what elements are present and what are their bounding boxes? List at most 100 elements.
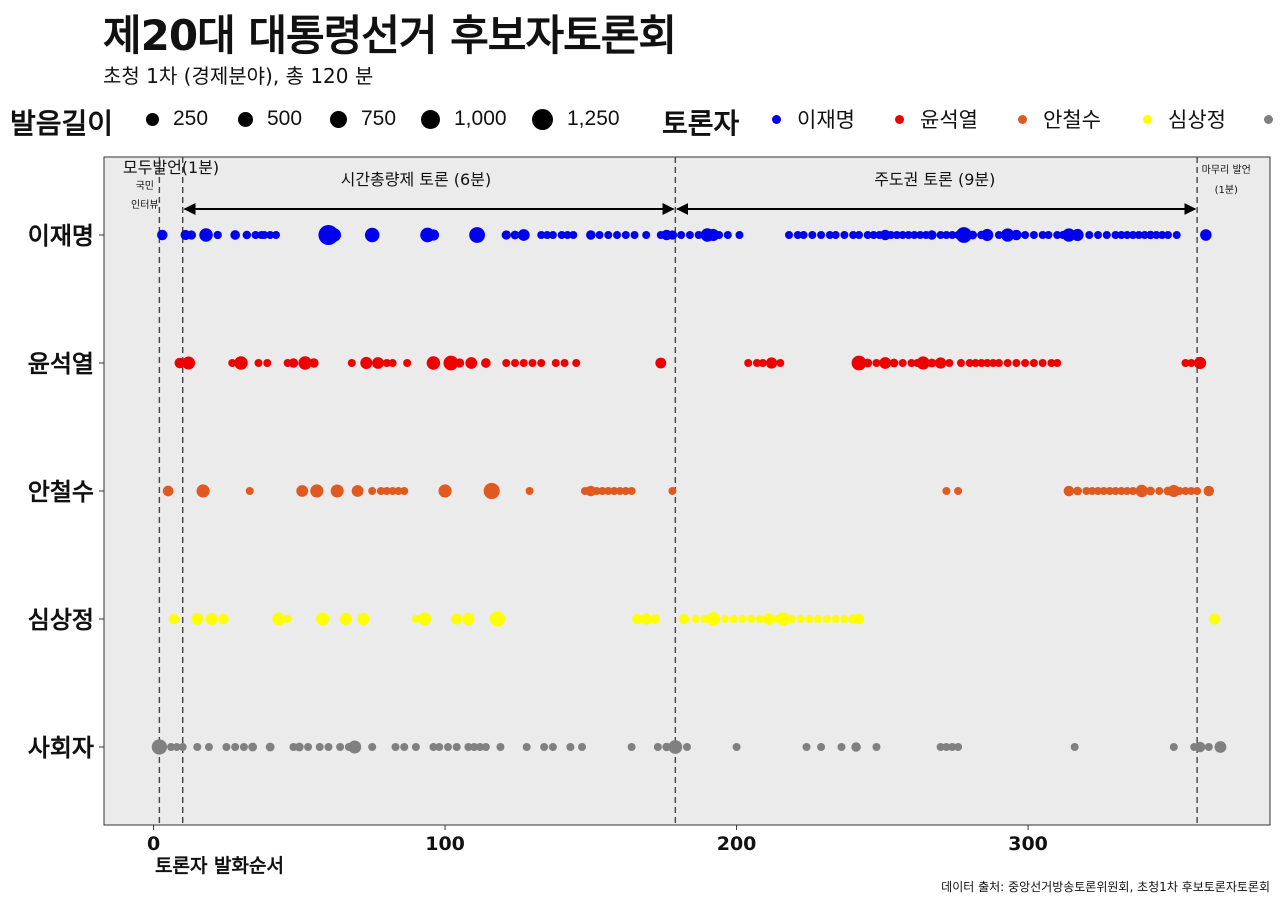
data-point — [196, 484, 210, 498]
data-point — [1167, 484, 1180, 498]
data-point — [598, 487, 607, 495]
segment-label: 국민 — [136, 180, 154, 192]
data-point — [934, 357, 947, 369]
x-tick-label: 0 — [147, 833, 160, 855]
data-point — [1053, 231, 1062, 239]
data-point — [1071, 228, 1084, 242]
data-point — [315, 743, 324, 751]
data-point — [294, 742, 304, 752]
data-point — [548, 231, 557, 239]
data-point — [892, 231, 901, 239]
data-point — [1187, 359, 1196, 367]
data-point — [799, 231, 808, 239]
data-point — [1111, 487, 1120, 495]
data-point — [592, 487, 601, 495]
data-point — [977, 359, 986, 367]
data-point — [1214, 741, 1227, 753]
data-point — [1003, 359, 1012, 367]
data-point — [776, 359, 785, 367]
data-point — [496, 743, 505, 751]
data-point — [1070, 743, 1079, 751]
data-point — [954, 743, 963, 751]
data-point — [1194, 741, 1206, 753]
data-point — [403, 359, 412, 367]
segment-label: 마무리 발언 — [1202, 164, 1251, 176]
dot-icon — [1018, 114, 1027, 124]
data-point — [540, 743, 549, 751]
data-point — [910, 231, 919, 239]
size-legend-label: 250 — [173, 107, 209, 130]
size-dot-icon — [146, 112, 159, 126]
dot-icon — [1143, 114, 1152, 124]
data-point — [296, 485, 309, 497]
data-point — [239, 743, 248, 751]
data-point — [715, 231, 724, 239]
series-이재명 — [157, 225, 1212, 245]
data-point — [411, 615, 420, 623]
segment-label: 인터뷰 — [131, 199, 159, 211]
data-point — [464, 743, 473, 751]
data-point — [1021, 231, 1030, 239]
data-point — [511, 359, 520, 367]
data-point — [265, 742, 275, 752]
data-point — [948, 231, 957, 239]
data-point — [1047, 359, 1056, 367]
data-point — [1053, 359, 1062, 367]
data-point — [272, 612, 286, 626]
data-point — [957, 359, 966, 367]
x-axis-label: 토론자 발화순서 — [155, 855, 284, 877]
x-tick-label: 100 — [425, 833, 465, 855]
data-point — [172, 743, 181, 751]
data-point — [309, 358, 319, 368]
data-point — [994, 359, 1003, 367]
data-point — [585, 485, 597, 497]
data-point — [537, 231, 546, 239]
chart-title: 제20대 대통령선거 후보자토론회 — [103, 11, 677, 60]
data-point — [186, 230, 197, 240]
data-point — [817, 743, 826, 751]
data-point — [854, 231, 863, 239]
data-point — [971, 359, 980, 367]
data-point — [822, 615, 831, 623]
data-point — [683, 743, 691, 751]
data-point — [1155, 487, 1164, 495]
data-point — [1099, 487, 1108, 495]
data-point — [218, 613, 229, 625]
data-point — [825, 231, 834, 239]
data-point — [234, 356, 248, 370]
data-point — [357, 612, 370, 626]
data-point — [942, 231, 951, 239]
color-legend-item: 이재명 — [772, 104, 855, 134]
size-dot-icon — [330, 110, 347, 128]
data-point — [805, 615, 814, 623]
data-point — [907, 359, 916, 367]
data-point — [1193, 356, 1207, 370]
segment-label: (1분) — [1215, 184, 1238, 196]
data-point — [1117, 487, 1126, 495]
data-point — [1044, 231, 1053, 239]
data-point — [1012, 359, 1021, 367]
legend: 발음길이 250 500 750 1,000 1,250 토론자 이재명 윤석열… — [0, 100, 1280, 140]
data-point — [1073, 486, 1083, 496]
data-point — [157, 229, 168, 241]
data-point — [566, 743, 575, 751]
data-point — [382, 487, 391, 495]
data-point — [1082, 487, 1091, 495]
data-point — [840, 231, 849, 239]
data-point — [543, 231, 552, 239]
data-point — [288, 358, 299, 368]
segment-label: 모두발언(1분) — [123, 158, 219, 177]
data-point — [151, 739, 168, 755]
data-point — [1187, 487, 1196, 495]
data-point — [452, 743, 461, 751]
data-point — [537, 359, 546, 367]
data-point — [685, 231, 694, 239]
data-point — [266, 231, 275, 239]
data-point — [691, 615, 700, 623]
color-legend-label: 심상정 — [1168, 109, 1226, 132]
color-legend-item — [1264, 104, 1280, 134]
data-point — [551, 359, 560, 367]
data-point — [668, 487, 677, 495]
data-point — [501, 230, 511, 240]
series-윤석열 — [174, 355, 1207, 371]
